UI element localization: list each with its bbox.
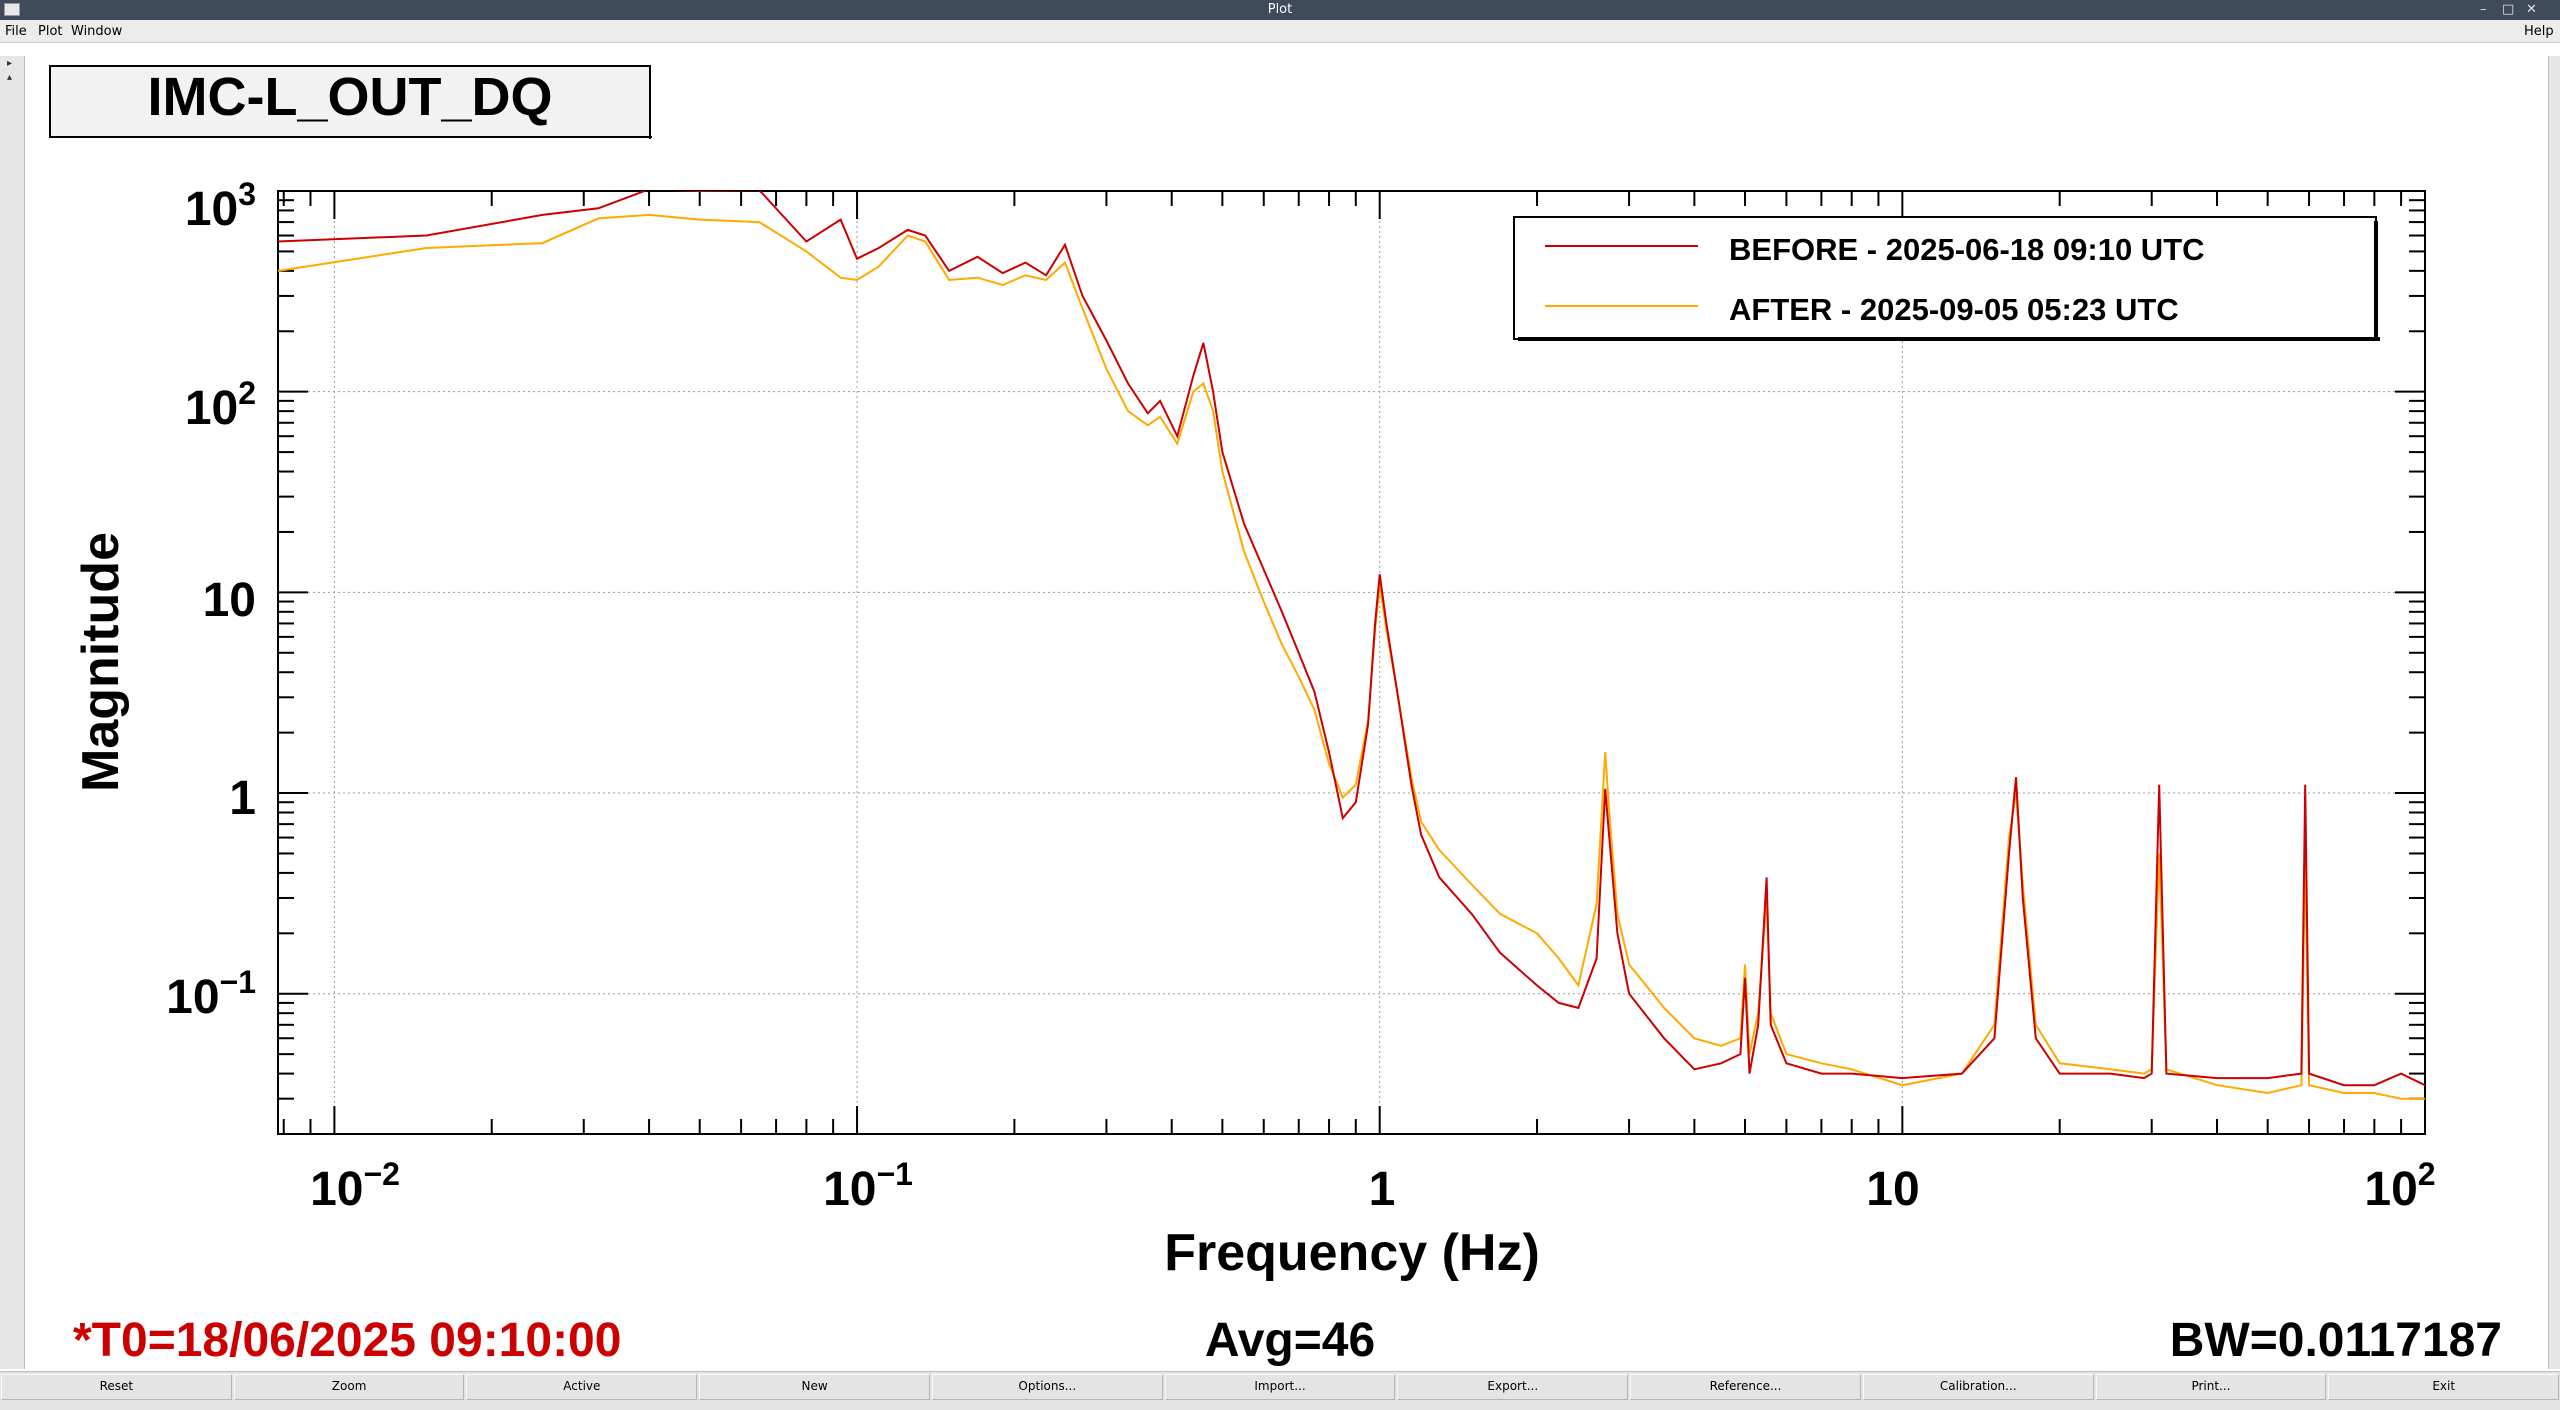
axis-ticks (278, 190, 2426, 1135)
window-icon[interactable] (4, 3, 20, 16)
reset-button[interactable]: Reset (1, 1374, 232, 1400)
import-button[interactable]: Import... (1164, 1374, 1396, 1400)
active-button[interactable]: Active (466, 1374, 698, 1400)
legend-label-after: AFTER - 2025-09-05 05:23 UTC (1729, 292, 2179, 327)
print-button[interactable]: Print... (2095, 1374, 2327, 1400)
y-tick-label: 1 (229, 772, 256, 825)
x-tick-label: 10 (1866, 1163, 1919, 1216)
menu-window[interactable]: Window (71, 24, 123, 39)
menu-help[interactable]: Help (2524, 24, 2554, 39)
y-tick-label: 103 (185, 176, 256, 236)
options-button[interactable]: Options... (931, 1374, 1163, 1400)
collapse-up-icon[interactable]: ▴ (7, 72, 13, 83)
menu-plot[interactable]: Plot (38, 24, 63, 39)
x-tick-label: 1 (1369, 1163, 1396, 1216)
zoom-button[interactable]: Zoom (233, 1374, 465, 1400)
left-panel-strip: ▸ ▴ (0, 56, 25, 1369)
y-tick-label: 10 (203, 574, 256, 627)
window-titlebar: Plot – □ ✕ (0, 0, 2560, 20)
menu-file[interactable]: File (5, 24, 27, 39)
t0-label: *T0=18/06/2025 09:10:00 (73, 1314, 621, 1367)
y-tick-label: 10−1 (166, 964, 256, 1024)
window-title: Plot (1267, 2, 1293, 17)
legend-label-before: BEFORE - 2025-06-18 09:10 UTC (1729, 232, 2205, 267)
x-tick-label: 10−1 (823, 1156, 913, 1216)
avg-label: Avg=46 (1205, 1314, 1375, 1367)
series-before-line (278, 191, 2425, 1087)
plot-title: IMC-L_OUT_DQ (148, 67, 553, 127)
title-box (49, 65, 651, 138)
restore-icon[interactable]: □ (2502, 2, 2515, 17)
button-bar: Reset Zoom Active New Options... Import.… (0, 1371, 2560, 1410)
menu-bar: File Plot Window Help (0, 20, 2560, 43)
x-tick-label: 10−2 (310, 1156, 400, 1216)
x-tick-label: 102 (2364, 1156, 2435, 1216)
x-axis-label: Frequency (Hz) (1164, 1224, 1540, 1282)
expand-right-icon[interactable]: ▸ (7, 58, 13, 69)
right-scroll-strip[interactable] (2548, 56, 2560, 1369)
y-axis-label: Magnitude (72, 532, 130, 792)
legend: BEFORE - 2025-06-18 09:10 UTC AFTER - 20… (1513, 216, 2380, 341)
y-tick-label: 102 (185, 375, 256, 435)
export-button[interactable]: Export... (1397, 1374, 1629, 1400)
exit-button[interactable]: Exit (2328, 1374, 2560, 1400)
new-button[interactable]: New (699, 1374, 930, 1400)
series-after-line (278, 213, 2425, 1100)
close-icon[interactable]: ✕ (2526, 2, 2537, 17)
plot-frame (277, 190, 2426, 1135)
calibration-button[interactable]: Calibration... (1862, 1374, 2094, 1400)
minimize-icon[interactable]: – (2480, 2, 2487, 17)
reference-button[interactable]: Reference... (1630, 1374, 1861, 1400)
grid-lines (278, 191, 2425, 1134)
bandwidth-label: BW=0.0117187 (2170, 1314, 2502, 1367)
spectrum-chart[interactable]: IMC-L_OUT_DQ 103 102 10 1 10−1 10−2 10−1… (0, 0, 2548, 1371)
